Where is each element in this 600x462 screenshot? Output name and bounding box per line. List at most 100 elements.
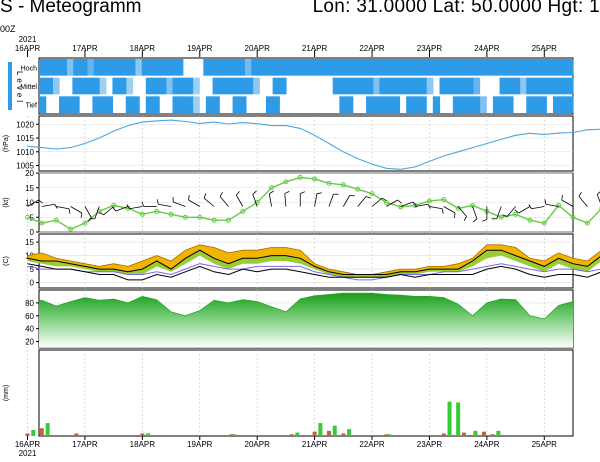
- cloud-cell: [185, 77, 194, 95]
- y-axis-label-2: (kt): [3, 197, 10, 207]
- wind-barb-flag: [236, 191, 240, 196]
- cloud-cell: [379, 77, 387, 95]
- wind-barb-flag: [528, 204, 532, 209]
- ytick-label: 40: [25, 325, 34, 334]
- wind-barb-flag: [54, 204, 58, 209]
- wind-barb-flag: [502, 214, 508, 217]
- y-axis-label-5: (mm): [3, 385, 10, 401]
- cloud-cell: [272, 96, 280, 113]
- wind-barb-flag: [203, 193, 207, 199]
- wind-barb: [56, 206, 70, 210]
- temp-low-line: [27, 263, 600, 281]
- cloud-cell: [86, 59, 95, 76]
- wind-barb: [103, 206, 114, 216]
- top-tick-label: 16APR: [15, 44, 41, 53]
- wind-barb-flag: [441, 208, 444, 214]
- cloud-cell: [271, 59, 280, 76]
- cloud-cell: [412, 77, 421, 95]
- cloud-cell: [239, 96, 247, 113]
- ytick-label: 20: [25, 169, 34, 178]
- cloud-cell: [252, 77, 260, 95]
- cloud-cell: [45, 59, 54, 76]
- cloud-cell: [169, 59, 177, 76]
- bottom-tick-label: 21APR: [302, 440, 328, 449]
- wind-speed-point: [513, 211, 519, 217]
- wind-barb: [415, 203, 428, 207]
- cloud-cell: [192, 96, 200, 113]
- bottom-tick-label: 19APR: [187, 440, 213, 449]
- precip-bar-convective: [146, 433, 151, 436]
- ytick-label: 15: [25, 238, 34, 247]
- cloud-cell: [463, 59, 471, 76]
- cloud-cell: [339, 77, 347, 95]
- wind-speed-point: [369, 191, 375, 197]
- cloud-cell: [292, 59, 300, 76]
- cloud-cell: [72, 96, 80, 113]
- cloud-cell: [429, 59, 437, 76]
- ytick-label: 1005: [16, 162, 34, 171]
- cloud-cell: [552, 59, 560, 76]
- ytick-label: 5: [30, 213, 35, 222]
- cloud-cell: [372, 77, 381, 95]
- cloud-cell: [372, 96, 381, 113]
- cloud-cell: [93, 59, 102, 76]
- cloud-row-label-hoch: Hoch: [21, 65, 37, 72]
- wind-barb: [429, 206, 443, 210]
- cloud-cell: [175, 59, 184, 76]
- precip-bar-convective: [295, 432, 300, 436]
- cloud-cell: [125, 96, 134, 113]
- cloud-cell: [381, 59, 389, 76]
- cloud-cell: [265, 96, 274, 113]
- ytick-label: 0: [30, 279, 35, 288]
- cloud-cell: [326, 59, 334, 76]
- wind-barb: [84, 206, 92, 218]
- wind-barb: [506, 206, 516, 217]
- precip-bar-large-scale: [74, 433, 79, 436]
- cloud-cell: [419, 77, 427, 95]
- top-tick-label: 18APR: [130, 44, 156, 53]
- cloud-cell: [219, 77, 227, 95]
- precip-bar-convective: [347, 429, 352, 436]
- wind-barb: [252, 194, 258, 207]
- wind-speed-point: [82, 220, 88, 226]
- cloud-cell: [39, 96, 47, 113]
- top-year-label: 2021: [19, 35, 37, 44]
- pressure-line: [27, 119, 600, 170]
- cloud-cell: [559, 96, 567, 113]
- cloud-cell: [353, 59, 362, 76]
- cloud-cell: [346, 77, 354, 95]
- y-axis-label-3: (C): [3, 256, 10, 266]
- precip-bar-large-scale: [441, 433, 446, 436]
- cloud-cell: [395, 59, 403, 76]
- humidity-group: [39, 292, 573, 348]
- wind-barb-flag: [561, 194, 563, 201]
- cloud-cell: [306, 59, 314, 76]
- wind-barb: [115, 206, 129, 212]
- panel-frame-1: [38, 115, 574, 172]
- cloud-cell: [128, 59, 136, 76]
- cloud-cell: [366, 77, 374, 95]
- cloud-cell: [406, 96, 414, 113]
- cloud-cell: [472, 77, 481, 95]
- wind-speed-point: [197, 214, 203, 220]
- cloud-cell: [511, 59, 519, 76]
- cloud-cell: [59, 59, 67, 76]
- wind-barb-flag: [219, 191, 223, 197]
- cloud-cell: [185, 96, 194, 113]
- top-tick-label: 21APR: [302, 44, 328, 53]
- wind-barb: [596, 194, 600, 203]
- cloud-cell: [412, 96, 421, 113]
- cloud-cell: [406, 77, 414, 95]
- wind-barb: [173, 201, 186, 207]
- precip-bar-convective: [31, 429, 36, 436]
- cloud-cell: [449, 59, 458, 76]
- location-coords: Lon: 31.0000 Lat: 50.0000 Hgt: 1: [312, 0, 600, 17]
- wind-barb: [203, 197, 215, 207]
- cloud-cell: [432, 96, 441, 113]
- wind-barb: [400, 201, 414, 207]
- cloud-cell: [239, 77, 247, 95]
- wind-barb: [578, 196, 588, 207]
- bottom-tick-label: 20APR: [245, 440, 271, 449]
- cloud-cell: [499, 96, 507, 113]
- cloud-cell: [484, 59, 492, 76]
